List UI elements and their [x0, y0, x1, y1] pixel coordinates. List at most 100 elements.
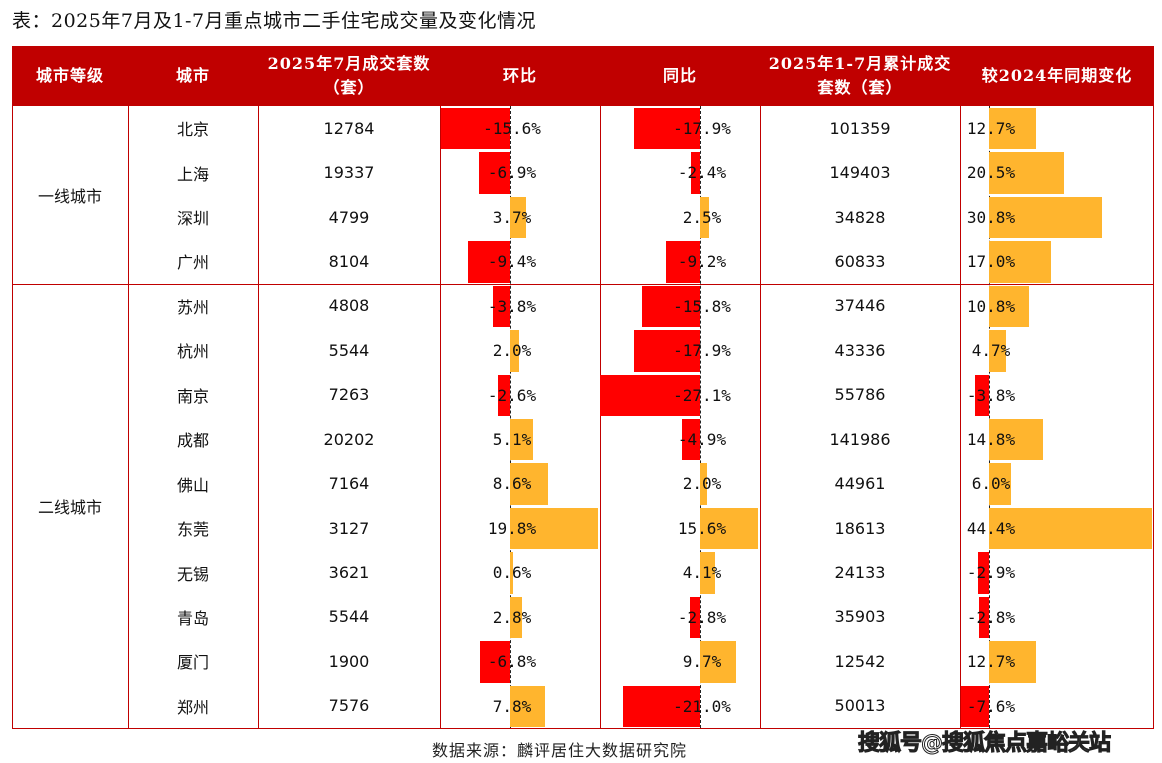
header-city: 城市	[175, 66, 210, 85]
column-border	[760, 106, 761, 729]
vs2024-bar	[989, 285, 1029, 328]
header-vs2024: 较2024年同期变化	[981, 66, 1133, 85]
city-name: 上海	[176, 164, 209, 184]
july-count: 4808	[328, 296, 370, 316]
table-bottom-border	[12, 728, 1154, 730]
july-count: 8104	[328, 251, 370, 271]
yoy-value: -15.8%	[673, 296, 731, 316]
yoy-bar	[700, 463, 708, 505]
ytd-count: 37446	[834, 296, 886, 316]
july-count: 5544	[328, 607, 370, 627]
ytd-count: 55786	[834, 385, 886, 405]
july-count: 7263	[328, 385, 370, 405]
yoy-bar	[700, 507, 758, 550]
ytd-count: 18613	[834, 518, 886, 538]
july-count: 5544	[328, 340, 370, 360]
mom-value: -6.9%	[487, 163, 537, 183]
mom-value: -15.6%	[483, 119, 541, 138]
ytd-count: 43336	[834, 340, 886, 360]
mom-bar	[510, 685, 545, 727]
mom-bar	[468, 241, 510, 283]
yoy-bar	[666, 241, 700, 283]
vs2024-bar	[989, 419, 1044, 461]
ytd-count: 44961	[834, 474, 886, 494]
mom-value: 2.8%	[492, 607, 532, 627]
vs2024-value: -2.8%	[966, 607, 1016, 627]
city-name: 佛山	[176, 475, 209, 495]
column-border	[960, 106, 961, 729]
vs2024-value: 44.4%	[966, 518, 1016, 538]
mom-value: -6.8%	[487, 652, 537, 672]
city-name: 北京	[176, 120, 209, 140]
vs2024-bar	[975, 374, 989, 416]
column-border	[12, 106, 13, 729]
yoy-value: -9.2%	[677, 252, 727, 272]
yoy-bar	[700, 552, 716, 594]
yoy-value: -2.4%	[677, 163, 727, 183]
yoy-bar	[633, 108, 700, 150]
mom-bar	[440, 108, 510, 150]
july-count: 7164	[328, 474, 370, 494]
header-tier: 城市等级	[35, 66, 104, 85]
july-count: 12784	[323, 118, 375, 138]
mom-value: 8.6%	[492, 474, 532, 494]
yoy-value: 4.1%	[682, 563, 722, 583]
yoy-value: -17.9%	[673, 119, 731, 138]
header-mom: 环比	[502, 66, 537, 85]
mom-bar	[510, 596, 523, 639]
ytd-count: 24133	[834, 563, 886, 582]
header-july-count: 2025年7月成交套数（套）	[267, 54, 431, 97]
mom-bar	[498, 374, 510, 416]
mom-bar	[510, 552, 513, 594]
city-name: 青岛	[176, 608, 209, 628]
column-border	[128, 106, 129, 729]
yoy-bar	[641, 285, 700, 328]
july-count: 20202	[323, 429, 375, 449]
tier-divider	[12, 283, 1154, 285]
yoy-bar	[622, 685, 700, 727]
yoy-bar	[600, 374, 700, 416]
mom-value: -2.6%	[487, 385, 537, 405]
city-name: 广州	[176, 253, 209, 273]
yoy-bar	[691, 152, 700, 194]
vs2024-value: 17.0%	[966, 252, 1016, 272]
header-ytd-count: 2025年1-7月累计成交套数（套）	[768, 54, 952, 97]
column-border	[440, 106, 441, 729]
mom-bar	[479, 641, 510, 683]
vs2024-value: 6.0%	[971, 474, 1011, 494]
ytd-count: 141986	[829, 429, 891, 449]
yoy-bar	[700, 196, 710, 239]
july-count: 7576	[328, 696, 370, 716]
header-yoy: 同比	[662, 66, 697, 85]
vs2024-bar	[978, 552, 989, 594]
source-note: 数据来源：麟评居住大数据研究院	[432, 741, 688, 760]
vs2024-bar	[961, 685, 989, 727]
vs2024-value: 12.7%	[966, 119, 1016, 138]
vs2024-bar	[989, 241, 1052, 283]
ytd-count: 50013	[834, 696, 886, 716]
july-count: 19337	[323, 163, 375, 183]
mom-bar	[510, 330, 519, 372]
mom-bar	[510, 196, 527, 239]
vs2024-value: 4.7%	[971, 341, 1011, 361]
yoy-value: 9.7%	[682, 652, 722, 672]
city-name: 杭州	[176, 342, 209, 362]
city-name: 苏州	[176, 297, 209, 317]
column-border	[1153, 106, 1154, 729]
mom-bar	[479, 152, 510, 194]
mom-value: 5.1%	[492, 430, 532, 449]
column-border	[258, 106, 259, 729]
ytd-count: 101359	[829, 118, 891, 138]
vs2024-bar	[978, 596, 989, 639]
mom-value: 2.0%	[492, 341, 532, 361]
vs2024-value: 20.5%	[966, 163, 1016, 183]
city-name: 东莞	[176, 520, 209, 540]
city-name: 深圳	[176, 209, 209, 229]
city-name: 郑州	[176, 697, 209, 717]
mom-bar	[510, 463, 549, 505]
tier-label: 一线城市	[37, 186, 102, 206]
zero-axis	[510, 106, 511, 729]
zero-axis	[989, 106, 990, 729]
yoy-value: 15.6%	[677, 518, 727, 538]
july-count: 1900	[328, 651, 370, 671]
